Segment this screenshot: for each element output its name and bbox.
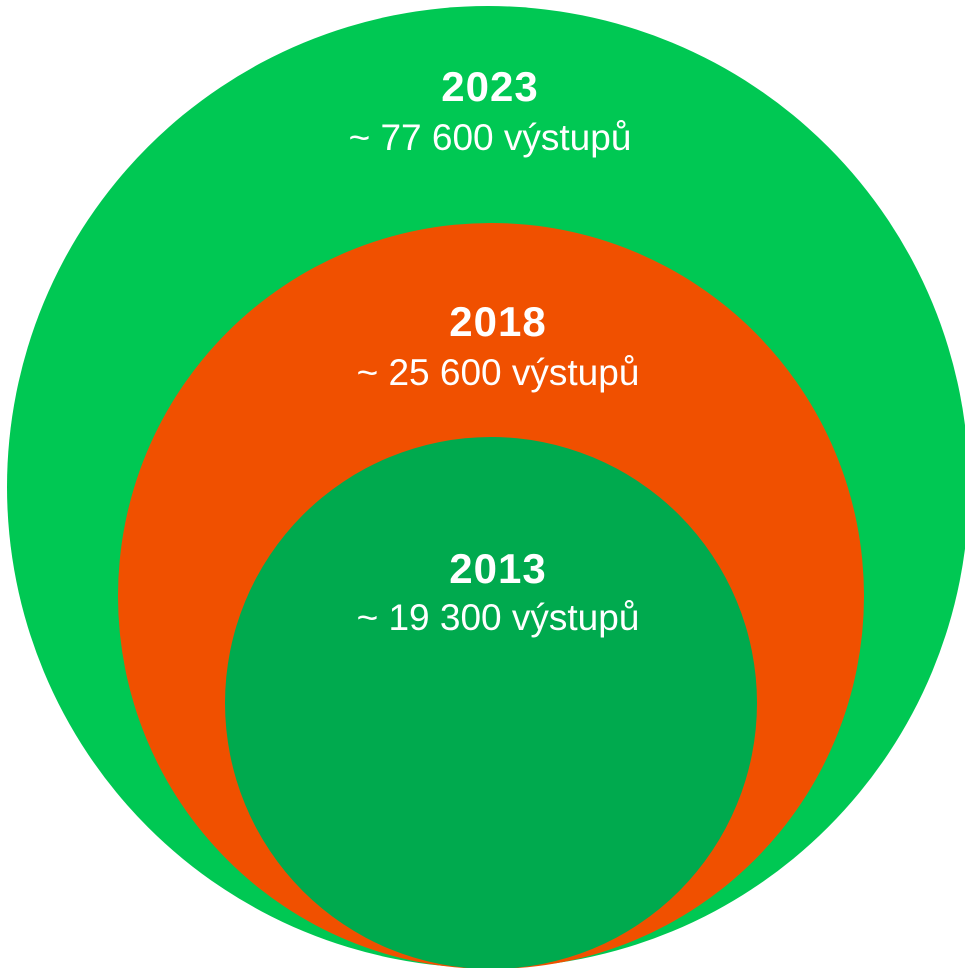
- inner-circle: [225, 437, 757, 968]
- node-label: 2013: [449, 545, 546, 592]
- node-sublabel: ~ 19 300 výstupů: [357, 597, 640, 638]
- node-sublabel: ~ 77 600 výstupů: [349, 117, 632, 158]
- node-label: 2023: [441, 63, 538, 110]
- node-label: 2018: [449, 298, 546, 345]
- node-sublabel: ~ 25 600 výstupů: [357, 352, 640, 393]
